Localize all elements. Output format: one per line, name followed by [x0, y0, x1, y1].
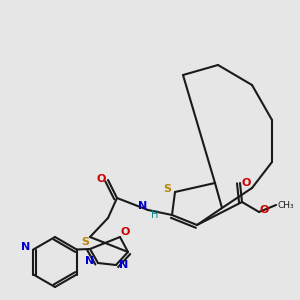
Text: H: H — [151, 210, 159, 220]
Text: O: O — [241, 178, 251, 188]
Text: O: O — [96, 174, 106, 184]
Text: N: N — [85, 256, 94, 266]
Text: N: N — [119, 260, 129, 270]
Text: O: O — [120, 227, 130, 237]
Text: N: N — [138, 201, 148, 211]
Text: S: S — [81, 237, 89, 247]
Text: O: O — [259, 205, 269, 215]
Text: S: S — [163, 184, 171, 194]
Text: N: N — [21, 242, 30, 251]
Text: CH₃: CH₃ — [278, 200, 294, 209]
